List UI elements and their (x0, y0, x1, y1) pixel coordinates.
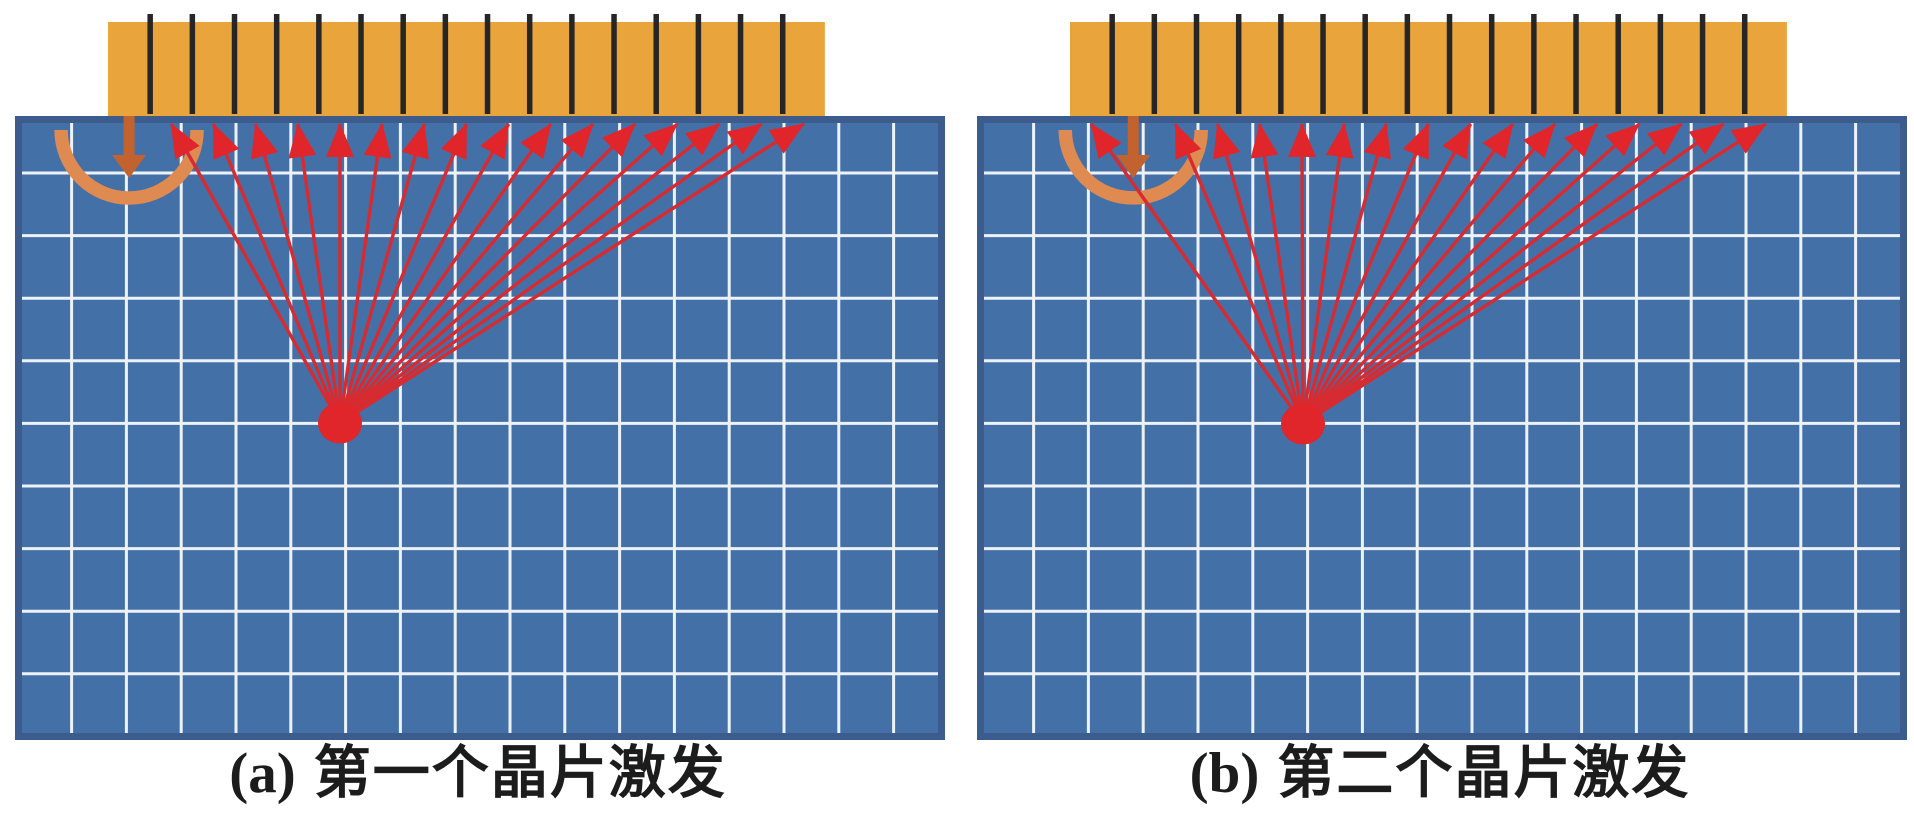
wave-ray (338, 123, 469, 424)
wave-ray (338, 123, 553, 424)
wave-ray (338, 123, 511, 424)
wave-ray (1301, 122, 1599, 426)
array-element-dividers (147, 14, 786, 114)
wave-ray (1301, 123, 1391, 425)
wave-ray (1301, 123, 1354, 425)
wave-ray (1301, 122, 1557, 426)
wave-ray (211, 123, 342, 424)
wave-ray (338, 123, 429, 424)
defect-dot (318, 402, 362, 444)
caption-b-text: 第二个晶片激发 (1277, 741, 1691, 805)
caption-b: (b) 第二个晶片激发 (1130, 742, 1750, 806)
medium-block (984, 123, 1900, 733)
wave-ray (1302, 122, 1767, 426)
array-element-dividers (1109, 14, 1748, 114)
wave-ray (338, 122, 637, 425)
wave-ray (1302, 122, 1725, 426)
wave-ray (339, 122, 805, 425)
transducer-array (108, 22, 825, 116)
excitation-arrow-head-icon (112, 155, 147, 178)
excitation-arrow-head-icon (1116, 155, 1151, 178)
medium-block (22, 123, 938, 733)
wave-rays (1089, 122, 1767, 426)
wave-ray (1301, 123, 1473, 425)
wave-ray (338, 122, 721, 425)
medium-grid (984, 123, 1900, 733)
wave-ray (1173, 123, 1305, 425)
wave-ray (1213, 123, 1305, 425)
caption-a: (a) 第一个晶片激发 (168, 742, 788, 806)
wave-ray (169, 123, 342, 424)
caption-a-index: (a) (229, 742, 296, 805)
panel-b (977, 14, 1907, 740)
wave-ray (1089, 123, 1305, 425)
wave-ray (251, 123, 342, 424)
caption-a-text: 第一个晶片激发 (313, 741, 727, 805)
wave-ray (1301, 122, 1683, 426)
wave-rays (169, 122, 805, 425)
panel-a (15, 14, 945, 740)
wave-ray (338, 123, 392, 424)
wave-ray (1301, 123, 1515, 425)
wave-ray (1250, 123, 1305, 425)
wave-ray (339, 122, 763, 425)
wave-ray (288, 123, 342, 424)
caption-b-index: (b) (1189, 742, 1260, 805)
defect-dot (1281, 403, 1325, 445)
wave-ray (1301, 123, 1431, 425)
wave-ray (1301, 122, 1641, 426)
transducer-array (1070, 22, 1787, 116)
excitation-arc (1058, 129, 1209, 205)
wave-ray (338, 122, 679, 425)
wave-ray (338, 122, 595, 425)
wave-ray (1288, 123, 1317, 425)
